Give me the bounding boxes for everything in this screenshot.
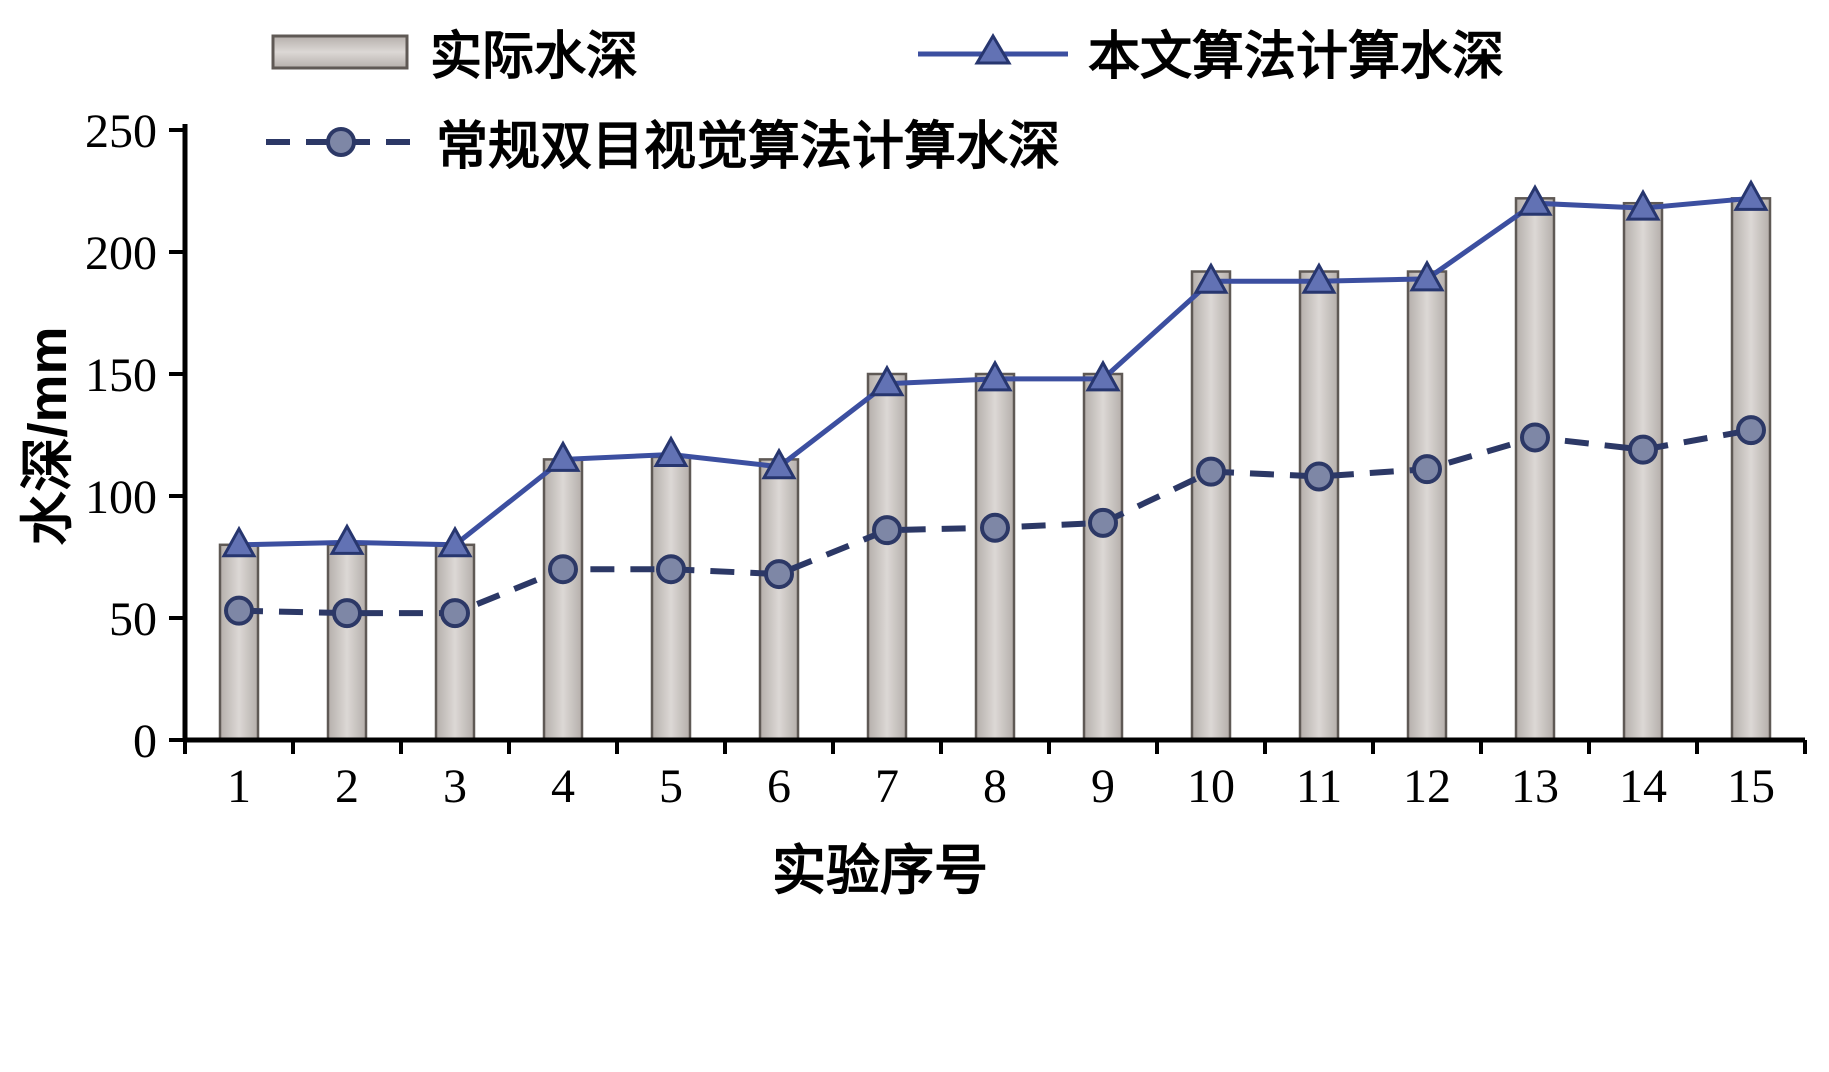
legend-item-actual-depth: 实际水深: [270, 14, 638, 89]
circle-marker-conventional: [548, 554, 578, 585]
circle-marker-conventional: [872, 515, 902, 546]
bar-actual-depth: [1730, 197, 1772, 742]
triangle-marker-proposed: [221, 525, 257, 558]
triangle-marker-proposed: [977, 359, 1013, 392]
bar-actual-depth: [1622, 201, 1664, 742]
bar-actual-depth: [1082, 372, 1124, 742]
x-tick-label: 3: [443, 760, 467, 813]
bar-swatch-icon: [271, 34, 409, 69]
circle-marker-conventional: [332, 598, 362, 629]
line-triangle-swatch-icon: [918, 32, 1068, 64]
triangle-marker-proposed: [1409, 259, 1445, 292]
dashed-line-circle-swatch-icon: [266, 126, 416, 157]
triangle-marker-proposed: [1193, 262, 1229, 294]
bar-actual-depth: [434, 543, 476, 742]
y-axis-title: 水深/mm: [18, 326, 78, 546]
triangle-marker-proposed: [653, 435, 689, 468]
bar-actual-depth: [974, 372, 1016, 742]
x-tick-label: 12: [1403, 760, 1451, 813]
circle-marker-conventional: [764, 559, 794, 590]
triangle-marker-proposed: [1517, 184, 1553, 216]
x-tick-label: 4: [551, 760, 575, 813]
triangle-marker-proposed: [437, 525, 473, 558]
x-axis-title: 实验序号: [772, 841, 988, 901]
circle-marker-conventional: [1304, 461, 1334, 492]
bar-actual-depth: [1514, 197, 1556, 742]
bar-actual-depth: [758, 458, 800, 742]
triangle-marker-proposed: [1301, 262, 1337, 294]
bar-actual-depth: [1406, 270, 1448, 742]
bar-actual-depth: [866, 372, 908, 742]
circle-marker-conventional: [1520, 422, 1550, 453]
circle-marker-conventional: [440, 598, 470, 629]
triangle-marker-proposed: [1625, 188, 1661, 221]
x-tick-label: 5: [659, 760, 683, 813]
y-tick-label: 150: [85, 349, 157, 402]
x-tick-label: 15: [1727, 760, 1775, 813]
x-tick-label: 2: [335, 760, 359, 813]
x-tick-label: 10: [1187, 760, 1235, 813]
bar-actual-depth: [650, 455, 692, 742]
circle-marker-conventional: [656, 554, 686, 585]
legend-label-conventional-algorithm: 常规双目视觉算法计算水深: [436, 118, 1061, 176]
bar-actual-depth: [1298, 270, 1340, 742]
legend-label-actual-depth: 实际水深: [430, 28, 639, 86]
y-tick-label: 200: [85, 227, 157, 280]
circle-marker-conventional: [1088, 507, 1118, 538]
triangle-marker-proposed: [869, 364, 905, 397]
x-tick-label: 1: [227, 760, 251, 813]
triangle-marker-proposed: [1085, 359, 1121, 392]
x-tick-label: 14: [1619, 760, 1667, 813]
triangle-marker-proposed: [329, 523, 365, 555]
legend-item-proposed-algorithm: 本文算法计算水深: [918, 14, 1504, 89]
x-tick-label: 9: [1091, 760, 1115, 813]
legend-item-conventional-algorithm: 常规双目视觉算法计算水深: [266, 104, 1060, 179]
x-tick-label: 7: [875, 760, 899, 813]
bar-actual-depth: [542, 458, 584, 742]
y-tick-label: 0: [133, 715, 157, 768]
y-tick-label: 250: [85, 105, 157, 158]
bar-actual-depth: [218, 543, 260, 742]
circle-marker-conventional: [224, 595, 254, 626]
circle-marker-conventional: [1412, 454, 1442, 485]
circle-marker-conventional: [1628, 434, 1658, 465]
circle-marker-conventional: [980, 512, 1010, 543]
bar-actual-depth: [326, 543, 368, 742]
y-tick-label: 100: [85, 471, 157, 524]
legend-label-proposed-algorithm: 本文算法计算水深: [1088, 28, 1505, 86]
circle-marker-conventional: [1736, 415, 1766, 446]
y-tick-label: 50: [109, 593, 157, 646]
circle-marker-conventional: [1196, 456, 1226, 487]
bar-actual-depth: [1190, 270, 1232, 742]
x-tick-label: 11: [1296, 760, 1342, 813]
x-tick-label: 13: [1511, 760, 1559, 813]
x-tick-label: 6: [767, 760, 791, 813]
x-tick-label: 8: [983, 760, 1007, 813]
triangle-marker-proposed: [545, 440, 581, 472]
triangle-marker-proposed: [761, 447, 797, 480]
triangle-marker-proposed: [1733, 179, 1769, 211]
